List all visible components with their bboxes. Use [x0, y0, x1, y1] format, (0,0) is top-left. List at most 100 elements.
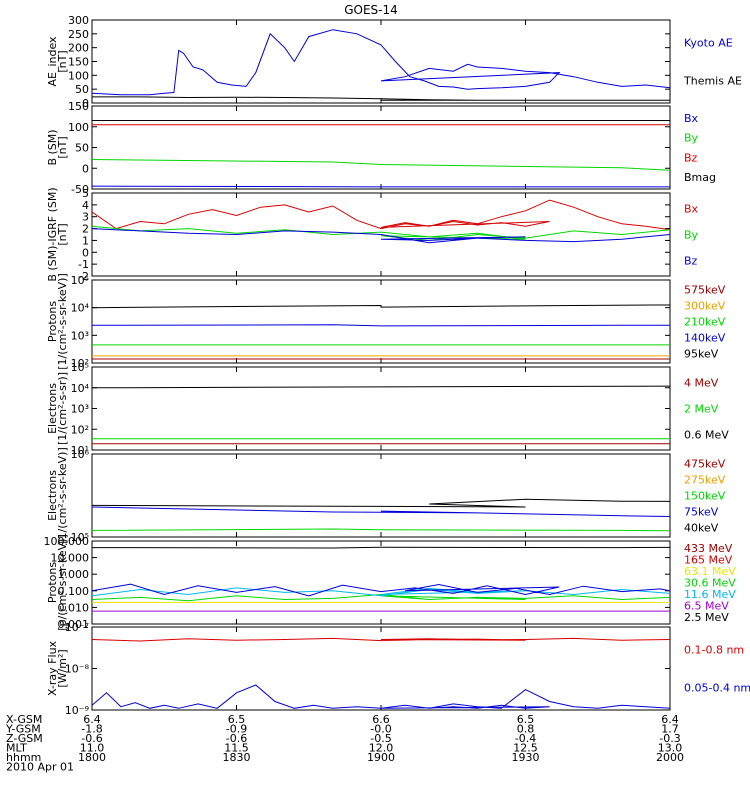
y-tick-label: 10³	[71, 329, 89, 342]
x-row-value: -0.5	[370, 732, 391, 745]
y-tick-label: 10⁻⁷	[65, 621, 89, 634]
x-row-value: -1.8	[81, 723, 102, 736]
x-row-value: 6.5	[228, 713, 246, 726]
y-tick-label: -2	[78, 270, 89, 283]
y-tick-label: 4	[82, 199, 89, 212]
legend-entry: 2 MeV	[684, 403, 719, 416]
legend-entry: 300keV	[684, 300, 726, 313]
legend-entry: 6.5 MeV	[684, 600, 729, 613]
y-tick-label: 10³	[71, 403, 89, 416]
x-row-value: -0.3	[659, 732, 680, 745]
legend-entry: By	[684, 132, 699, 145]
y-axis-label: [nT]	[56, 50, 69, 72]
y-tick-label: 10⁻⁹	[65, 704, 89, 717]
legend-entry: 40keV	[684, 521, 719, 534]
panel-electrons1: 10¹ 10² 10³ 10⁴ 10⁵ Electrons[1/(cm²-s-sr)] 4 …	[46, 361, 729, 457]
y-tick-label: 100	[68, 121, 89, 134]
y-axis-label: Electrons	[46, 383, 59, 434]
y-axis-label: [1/(cm²-s-sr)]	[56, 372, 69, 445]
legend-entry: 165 MeV	[684, 553, 733, 566]
series-line	[92, 228, 670, 244]
legend-entry: 210keV	[684, 316, 726, 329]
series-group	[92, 498, 670, 532]
y-tick-label: 0	[82, 162, 89, 175]
series-line	[92, 498, 670, 508]
y-tick-label: 10⁶	[71, 448, 90, 461]
x-row-value: 6.5	[517, 713, 535, 726]
series-line	[92, 528, 670, 532]
legend-entry: 575keV	[684, 284, 726, 297]
y-tick-label: 1.000	[58, 568, 90, 581]
y-tick-label: 0	[82, 97, 89, 110]
panel-bsm: -50 0 50 100 150 B (SM)[nT] Bx By Bz Bmag	[46, 100, 716, 196]
series-group	[92, 546, 670, 612]
y-tick-label: 100.000	[44, 535, 90, 548]
y-axis-label: [p/(cm²-s-sr-keV)]	[56, 534, 69, 631]
x-row-value: 6.6	[372, 713, 390, 726]
legend-entry: 30.6 MeV	[684, 577, 736, 590]
x-row-value: 2000	[656, 751, 684, 764]
x-row-value: 12.0	[369, 742, 394, 755]
panel-frame	[91, 105, 671, 190]
series-line	[92, 583, 670, 597]
series-group	[92, 304, 670, 360]
legend-entry: Bx	[684, 203, 699, 216]
legend-entry: 475keV	[684, 458, 726, 471]
y-tick-label: 0.001	[58, 618, 90, 631]
date-label: 2010 Apr 01	[6, 761, 74, 774]
plot-title: GOES-14	[344, 3, 398, 17]
series-group	[92, 637, 670, 709]
x-row-value: 0.8	[517, 723, 535, 736]
y-axis-label: AE_index	[46, 36, 59, 87]
panel-electrons2: 10⁵ 10⁶ Electrons[1/(cm²-s-sr-keV)] 475keV 2…	[46, 447, 726, 544]
x-row-value: -0.6	[81, 732, 102, 745]
series-group	[92, 385, 670, 445]
y-tick-label: -50	[71, 183, 89, 196]
x-row-value: 12.5	[513, 742, 538, 755]
x-row-value: 11.5	[224, 742, 249, 755]
x-row-value: 1830	[223, 751, 251, 764]
x-row-value: -0.0	[370, 723, 391, 736]
y-tick-label: 0.100	[58, 585, 90, 598]
y-tick-label: 200	[68, 42, 89, 55]
legend-entry: Bz	[684, 151, 698, 164]
series-line	[92, 304, 670, 309]
y-axis-label: [1/(cm²-s-sr-keV)]	[56, 447, 69, 544]
x-row-value: -0.9	[226, 723, 247, 736]
legend-entry: 63.1 MeV	[684, 565, 736, 578]
y-tick-label: 10²	[71, 423, 89, 436]
legend-entry: Kyoto AE	[684, 37, 733, 50]
legend-entry: 433 MeV	[684, 542, 733, 555]
y-tick-label: 1	[82, 234, 89, 247]
y-tick-label: 10⁴	[71, 382, 90, 395]
legend-entry: 11.6 MeV	[684, 588, 736, 601]
y-axis-label: B (SM)-IGRF (SM)	[46, 187, 59, 281]
series-line	[92, 593, 670, 602]
panel-frame	[91, 19, 671, 104]
x-row-value: 1930	[512, 751, 540, 764]
y-tick-label: -1	[78, 258, 89, 271]
y-tick-label: 10⁴	[71, 302, 90, 315]
series-line	[92, 29, 670, 98]
x-row-label: hhmm	[6, 751, 41, 764]
y-axis-label: Protons	[46, 562, 59, 603]
legend-entry: Bx	[684, 112, 699, 125]
y-tick-label: 10⁻⁸	[65, 663, 90, 676]
legend-entry: Themis AE	[683, 74, 742, 87]
x-row-label: X-GSM	[6, 713, 42, 726]
series-line	[92, 637, 670, 642]
x-row-value: 1900	[367, 751, 395, 764]
legend-entry: Bmag	[684, 171, 716, 184]
x-row-value: 1.7	[661, 723, 679, 736]
y-tick-label: 10.000	[51, 552, 90, 565]
y-tick-label: 0.010	[58, 601, 90, 614]
legend-entry: 75keV	[684, 505, 719, 518]
y-tick-label: 50	[75, 83, 89, 96]
series-group	[92, 29, 670, 101]
y-axis-label: [1/(cm²-s-sr-keV)]	[56, 273, 69, 370]
y-tick-label: 10⁵	[71, 361, 89, 374]
legend-entry: 0.6 MeV	[684, 428, 729, 441]
